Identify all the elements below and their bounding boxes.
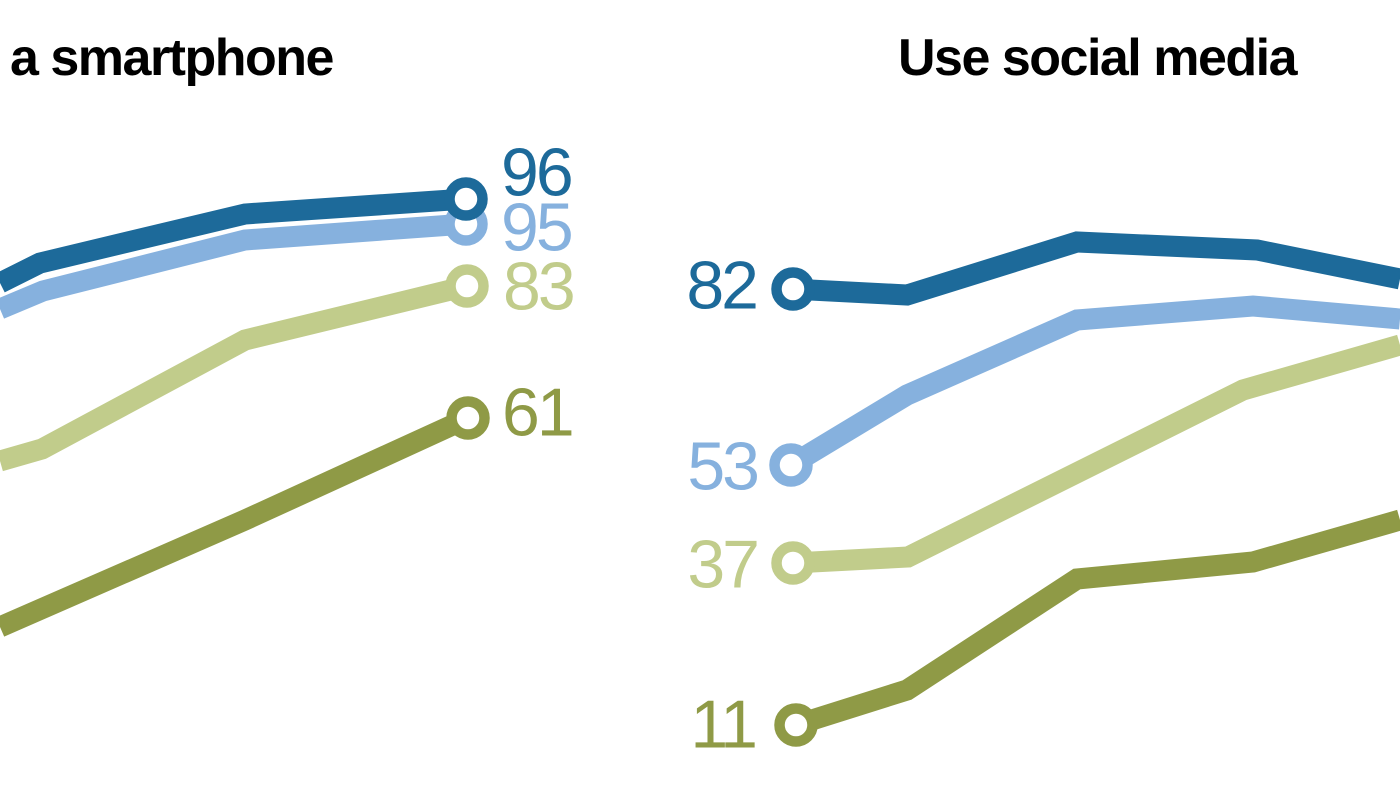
social-dark-olive-marker (774, 703, 818, 747)
social-dark-blue-marker (771, 267, 815, 311)
smartphone-dark-olive-value-label: 61 (502, 374, 575, 451)
right-panel-title: Use social media (898, 29, 1298, 87)
smartphone-light-blue-line (0, 213, 467, 319)
social-light-olive-marker (771, 541, 815, 585)
smartphone-dark-blue-line (0, 188, 467, 293)
social-dark-blue-line (790, 231, 1400, 306)
smartphone-dark-olive-marker (446, 396, 490, 440)
social-light-olive-line (792, 334, 1400, 574)
social-light-olive-value-label: 37 (687, 526, 760, 603)
social-dark-olive-line (792, 509, 1400, 736)
smartphone-dark-blue-marker (444, 177, 488, 221)
social-light-blue-line (785, 295, 1400, 474)
social-dark-olive-value-label: 11 (690, 686, 758, 763)
left-panel-title: a smartphone (10, 29, 334, 87)
social-light-blue-marker (769, 443, 813, 487)
smartphone-dark-olive-line (0, 408, 473, 637)
smartphone-dark-blue-value-label: 96 (501, 134, 574, 211)
smartphone-light-olive-marker (445, 264, 489, 308)
smartphone-light-olive-line (0, 275, 470, 472)
social-light-blue-value-label: 53 (687, 428, 760, 505)
smartphone-light-olive-value-label: 83 (503, 248, 576, 325)
social-dark-blue-value-label: 82 (686, 247, 759, 324)
smartphone-light-blue-value-label: 95 (501, 189, 574, 266)
